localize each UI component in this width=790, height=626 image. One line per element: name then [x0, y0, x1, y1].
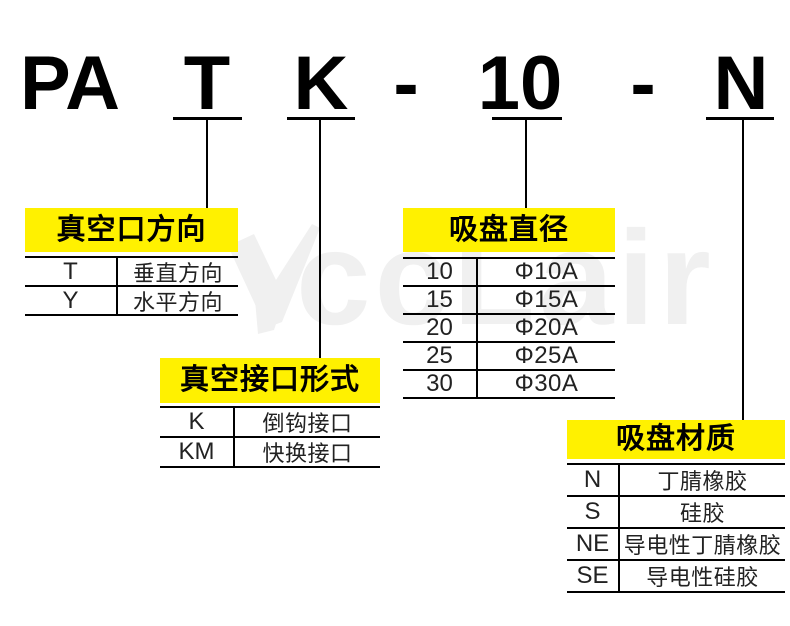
- cell-code: 25: [403, 342, 478, 369]
- cell-desc: 硅胶: [679, 501, 725, 526]
- table-row: 20 Φ20A: [403, 313, 615, 341]
- cell-desc: 导电性硅胶: [646, 565, 759, 590]
- table-row: N 丁腈橡胶: [567, 463, 785, 495]
- cell-code: T: [25, 258, 118, 285]
- underline-interface: [287, 117, 355, 120]
- connector-line-direction: [206, 120, 208, 208]
- cell-desc: 丁腈橡胶: [657, 469, 748, 494]
- table-header-interface: 真空接口形式: [160, 358, 380, 403]
- cell-desc: Φ30A: [514, 370, 579, 397]
- model-series: PA: [20, 41, 120, 126]
- cell-desc: 导电性丁腈橡胶: [623, 533, 782, 558]
- table-row: 10 Φ10A: [403, 257, 615, 285]
- table-row: 30 Φ30A: [403, 369, 615, 397]
- model-diameter-code: 10: [477, 41, 563, 126]
- table-row: SE 导电性硅胶: [567, 559, 785, 591]
- table-row: NE 导电性丁腈橡胶: [567, 527, 785, 559]
- table-row: K 倒钩接口: [160, 406, 380, 436]
- cell-desc: 倒钩接口: [262, 411, 353, 436]
- cell-code: Y: [25, 287, 118, 314]
- cell-code: NE: [567, 529, 620, 559]
- table-vacuum-port-direction: 真空口方向 T 垂直方向 Y 水平方向: [25, 208, 238, 316]
- cell-code: 30: [403, 370, 478, 397]
- model-material-code: N: [713, 41, 769, 126]
- cell-code: 10: [403, 258, 478, 285]
- cell-code: KM: [160, 438, 235, 466]
- underline-direction: [173, 117, 242, 120]
- cell-desc: 快换接口: [262, 441, 353, 466]
- cell-desc: 垂直方向: [132, 260, 223, 286]
- connector-line-material: [742, 120, 744, 420]
- table-row: 25 Φ25A: [403, 341, 615, 369]
- cell-desc: Φ15A: [514, 286, 579, 313]
- cell-code: SE: [567, 561, 620, 591]
- underline-material: [706, 117, 774, 120]
- table-suction-cup-diameter: 吸盘直径 10 Φ10A 15 Φ15A 20 Φ20A 25 Φ25A 30 …: [403, 208, 615, 399]
- cell-desc: 水平方向: [132, 289, 223, 315]
- table-header-material: 吸盘材质: [567, 420, 785, 459]
- model-direction-code: T: [183, 41, 231, 126]
- table-row: T 垂直方向: [25, 256, 238, 286]
- cell-code: S: [567, 497, 620, 527]
- connector-line-diameter: [525, 120, 527, 208]
- table-row: Y 水平方向: [25, 285, 238, 315]
- cell-code: 15: [403, 286, 478, 313]
- cell-desc: Φ10A: [514, 258, 579, 285]
- table-header-diameter: 吸盘直径: [403, 208, 615, 252]
- table-row: S 硅胶: [567, 495, 785, 527]
- cell-desc: Φ20A: [514, 314, 579, 341]
- cell-desc: Φ25A: [514, 342, 579, 369]
- cell-code: N: [567, 465, 620, 495]
- model-interface-code: K: [293, 41, 349, 126]
- table-row: 15 Φ15A: [403, 285, 615, 313]
- underline-diameter: [492, 117, 562, 120]
- table-header-direction: 真空口方向: [25, 208, 238, 252]
- model-separator-1: -: [393, 41, 419, 126]
- model-separator-2: -: [630, 41, 656, 126]
- swoosh-icon: [228, 224, 320, 334]
- cell-code: 20: [403, 314, 478, 341]
- cell-code: K: [160, 408, 235, 436]
- table-vacuum-interface-type: 真空接口形式 K 倒钩接口 KM 快换接口: [160, 358, 380, 468]
- table-suction-cup-material: 吸盘材质 N 丁腈橡胶 S 硅胶 NE 导电性丁腈橡胶 SE 导电性硅胶: [567, 420, 785, 593]
- connector-line-interface: [319, 120, 321, 358]
- table-row: KM 快换接口: [160, 436, 380, 466]
